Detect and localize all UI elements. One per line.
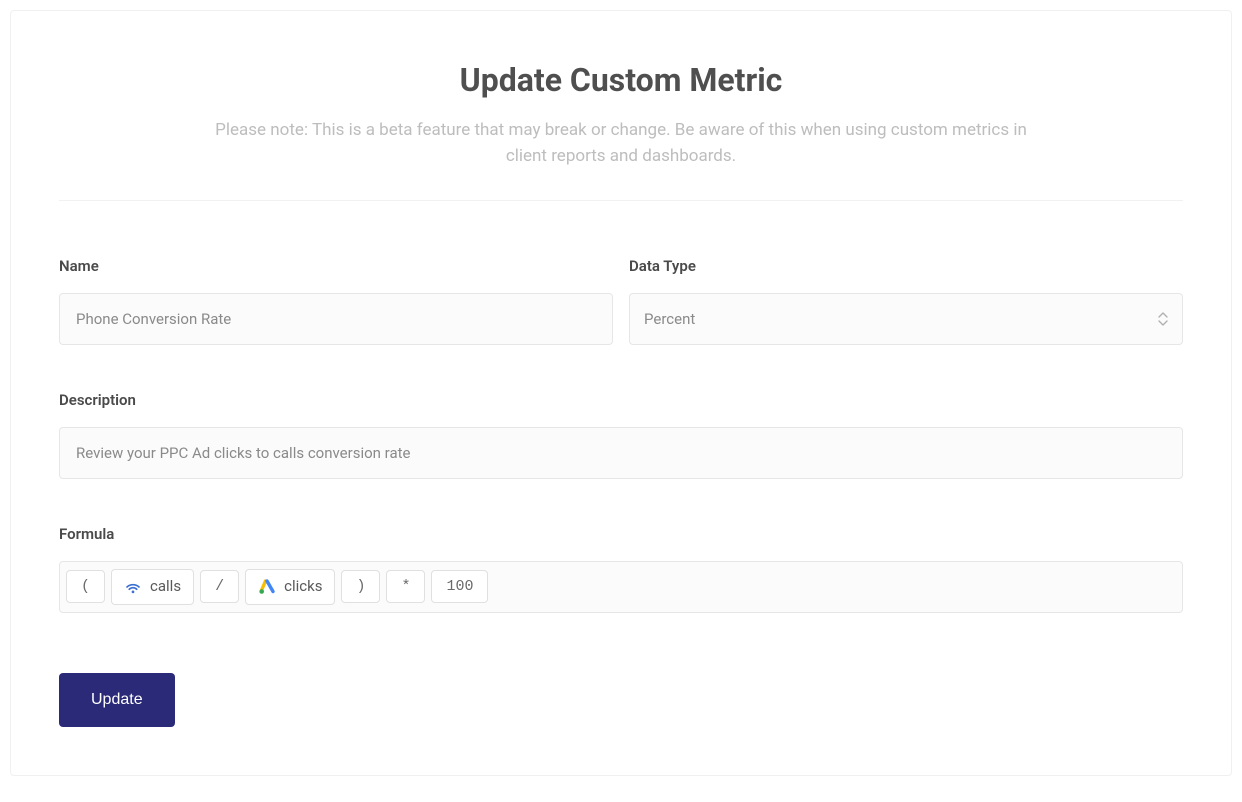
formula-editor[interactable]: ( calls / clicks) * 100 xyxy=(59,561,1183,613)
formula-metric-token[interactable]: calls xyxy=(111,569,194,605)
formula-token-text: 100 xyxy=(446,579,473,594)
formula-op-token[interactable]: / xyxy=(200,570,239,603)
page-title: Update Custom Metric xyxy=(59,61,1183,99)
formula-token-text: clicks xyxy=(284,579,322,594)
formula-metric-token[interactable]: clicks xyxy=(245,569,335,605)
ads-source-icon xyxy=(258,578,276,596)
data-type-select[interactable]: Percent xyxy=(629,293,1183,345)
data-type-label: Data Type xyxy=(629,257,1183,275)
formula-label: Formula xyxy=(59,525,1183,543)
update-button[interactable]: Update xyxy=(59,673,175,727)
formula-op-token[interactable]: * xyxy=(386,570,425,603)
calls-source-icon xyxy=(124,578,142,596)
formula-token-text: / xyxy=(215,579,224,594)
formula-op-token[interactable]: 100 xyxy=(431,570,488,603)
formula-op-token[interactable]: ) xyxy=(341,570,380,603)
header-divider xyxy=(59,200,1183,201)
formula-token-text: ( xyxy=(81,579,90,594)
custom-metric-card: Update Custom Metric Please note: This i… xyxy=(10,10,1232,776)
formula-token-text: * xyxy=(401,579,410,594)
name-input[interactable] xyxy=(74,309,598,329)
beta-notice: Please note: This is a beta feature that… xyxy=(196,117,1046,170)
select-arrows-icon xyxy=(1158,312,1168,326)
formula-op-token[interactable]: ( xyxy=(66,570,105,603)
name-input-wrapper xyxy=(59,293,613,345)
name-label: Name xyxy=(59,257,613,275)
data-type-selected-value: Percent xyxy=(644,310,695,328)
description-label: Description xyxy=(59,391,1183,409)
description-input[interactable] xyxy=(74,443,1168,463)
formula-token-text: ) xyxy=(356,579,365,594)
description-input-wrapper xyxy=(59,427,1183,479)
formula-token-text: calls xyxy=(150,579,181,594)
